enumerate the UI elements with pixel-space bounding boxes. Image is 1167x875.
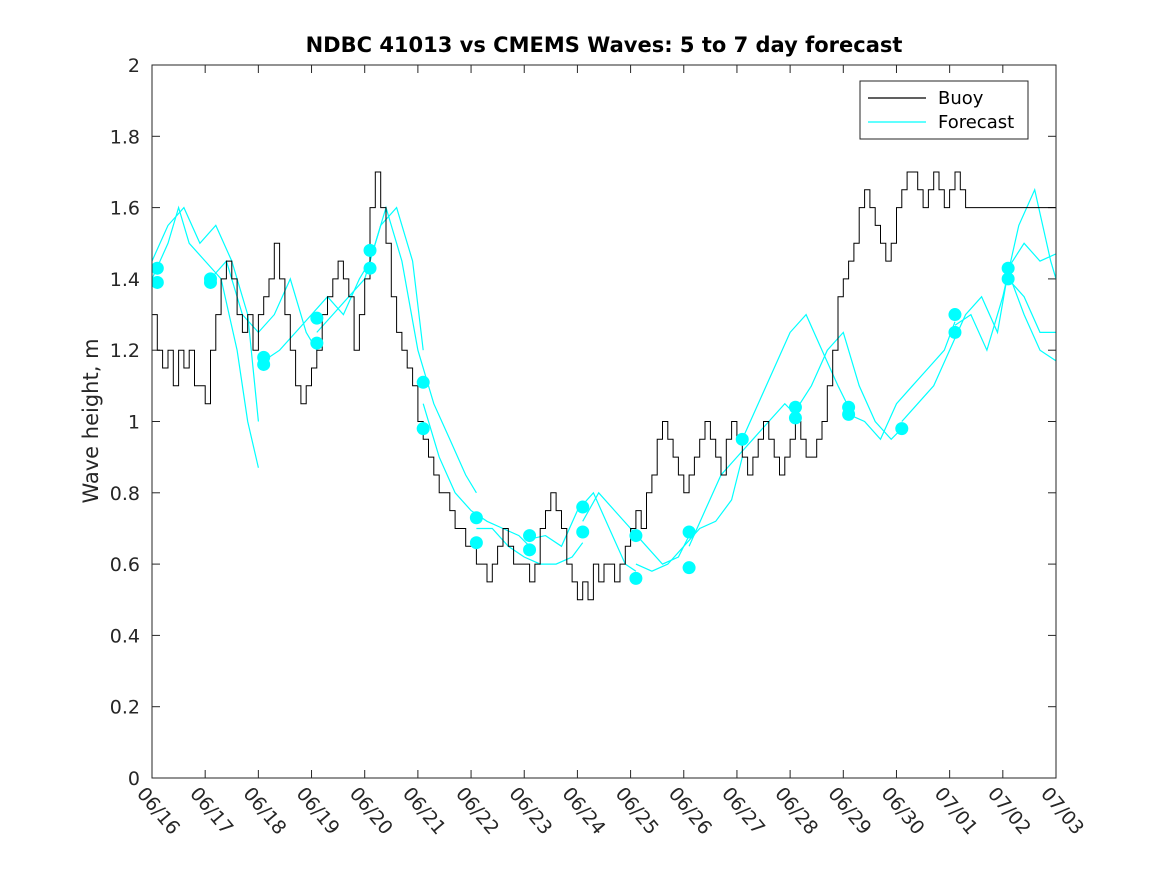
y-tick-label: 1 xyxy=(128,412,140,434)
y-tick-label: 1.2 xyxy=(110,340,140,362)
forecast-line xyxy=(688,402,796,547)
forecast-marker xyxy=(310,336,324,350)
forecast-marker xyxy=(948,308,962,322)
forecast-line xyxy=(263,260,371,362)
forecast-marker xyxy=(469,511,483,525)
y-tick-label: 1.6 xyxy=(110,198,140,220)
forecast-marker xyxy=(682,525,696,539)
y-tick: 0.2 xyxy=(110,697,1056,719)
forecast-marker xyxy=(257,357,271,371)
forecast-marker xyxy=(363,243,377,257)
chart-title: NDBC 41013 vs CMEMS Waves: 5 to 7 day fo… xyxy=(306,33,903,57)
forecast-marker xyxy=(1001,272,1015,286)
forecast-line xyxy=(1007,278,1056,333)
forecast-marker xyxy=(523,529,537,543)
forecast-marker xyxy=(576,525,590,539)
legend-label: Forecast xyxy=(938,112,1014,133)
forecast-marker xyxy=(310,311,324,325)
y-tick-label: 1.4 xyxy=(110,269,140,291)
forecast-line xyxy=(152,205,259,468)
y-tick-label: 0.8 xyxy=(110,483,140,505)
forecast-marker xyxy=(152,261,164,275)
forecast-line xyxy=(954,187,1056,352)
y-tick: 0.8 xyxy=(110,483,1056,505)
forecast-marker xyxy=(735,432,749,446)
forecast-marker xyxy=(363,261,377,275)
legend-box xyxy=(859,80,1029,140)
forecast-marker xyxy=(788,400,802,414)
legend-label: Buoy xyxy=(938,88,984,109)
y-tick: 1.2 xyxy=(110,340,1056,362)
forecast-marker xyxy=(416,375,430,389)
forecast-line xyxy=(741,313,850,440)
axes-box xyxy=(151,64,1057,779)
legend-entry: Buoy xyxy=(868,88,984,109)
forecast-marker xyxy=(152,275,164,289)
forecast-marker xyxy=(576,500,590,514)
y-tick: 1 xyxy=(128,412,1056,434)
y-axis-label: Wave height, m xyxy=(79,338,103,503)
y-tick: 0.4 xyxy=(110,625,1056,647)
y-tick: 0.6 xyxy=(110,554,1056,576)
forecast-marker xyxy=(682,561,696,575)
forecast-marker xyxy=(203,275,217,289)
y-tick: 1.8 xyxy=(110,126,1056,148)
y-tick-label: 0.2 xyxy=(110,697,140,719)
y-tick-label: 2 xyxy=(128,55,140,77)
forecast-marker xyxy=(948,325,962,339)
legend-entry: Forecast xyxy=(868,112,1014,133)
forecast-marker xyxy=(788,411,802,425)
y-tick-label: 0.6 xyxy=(110,554,140,576)
forecast-marker xyxy=(523,543,537,557)
legend: Buoy Forecast xyxy=(859,80,1029,140)
plot-area xyxy=(152,171,1056,601)
forecast-marker xyxy=(842,407,856,421)
forecast-marker xyxy=(895,422,909,436)
forecast-line xyxy=(152,206,259,422)
forecast-marker xyxy=(629,571,643,585)
forecast-line xyxy=(476,527,584,565)
forecast-line xyxy=(794,331,903,441)
forecast-line xyxy=(1007,271,1056,362)
forecast-marker xyxy=(629,529,643,543)
buoy-line xyxy=(152,171,1056,601)
forecast-marker xyxy=(416,422,430,436)
y-tick-label: 0 xyxy=(128,768,140,790)
forecast-line xyxy=(1007,242,1056,269)
forecast-line xyxy=(848,321,956,441)
y-tick-label: 1.8 xyxy=(110,126,140,148)
forecast-marker xyxy=(469,536,483,550)
forecast-marker xyxy=(1001,261,1015,275)
y-axis-ticks: 0 0.2 0.4 0.6 0.8 1 1.2 1.4 1.6 1.8 2 xyxy=(110,55,1056,790)
y-tick-label: 0.4 xyxy=(110,625,140,647)
